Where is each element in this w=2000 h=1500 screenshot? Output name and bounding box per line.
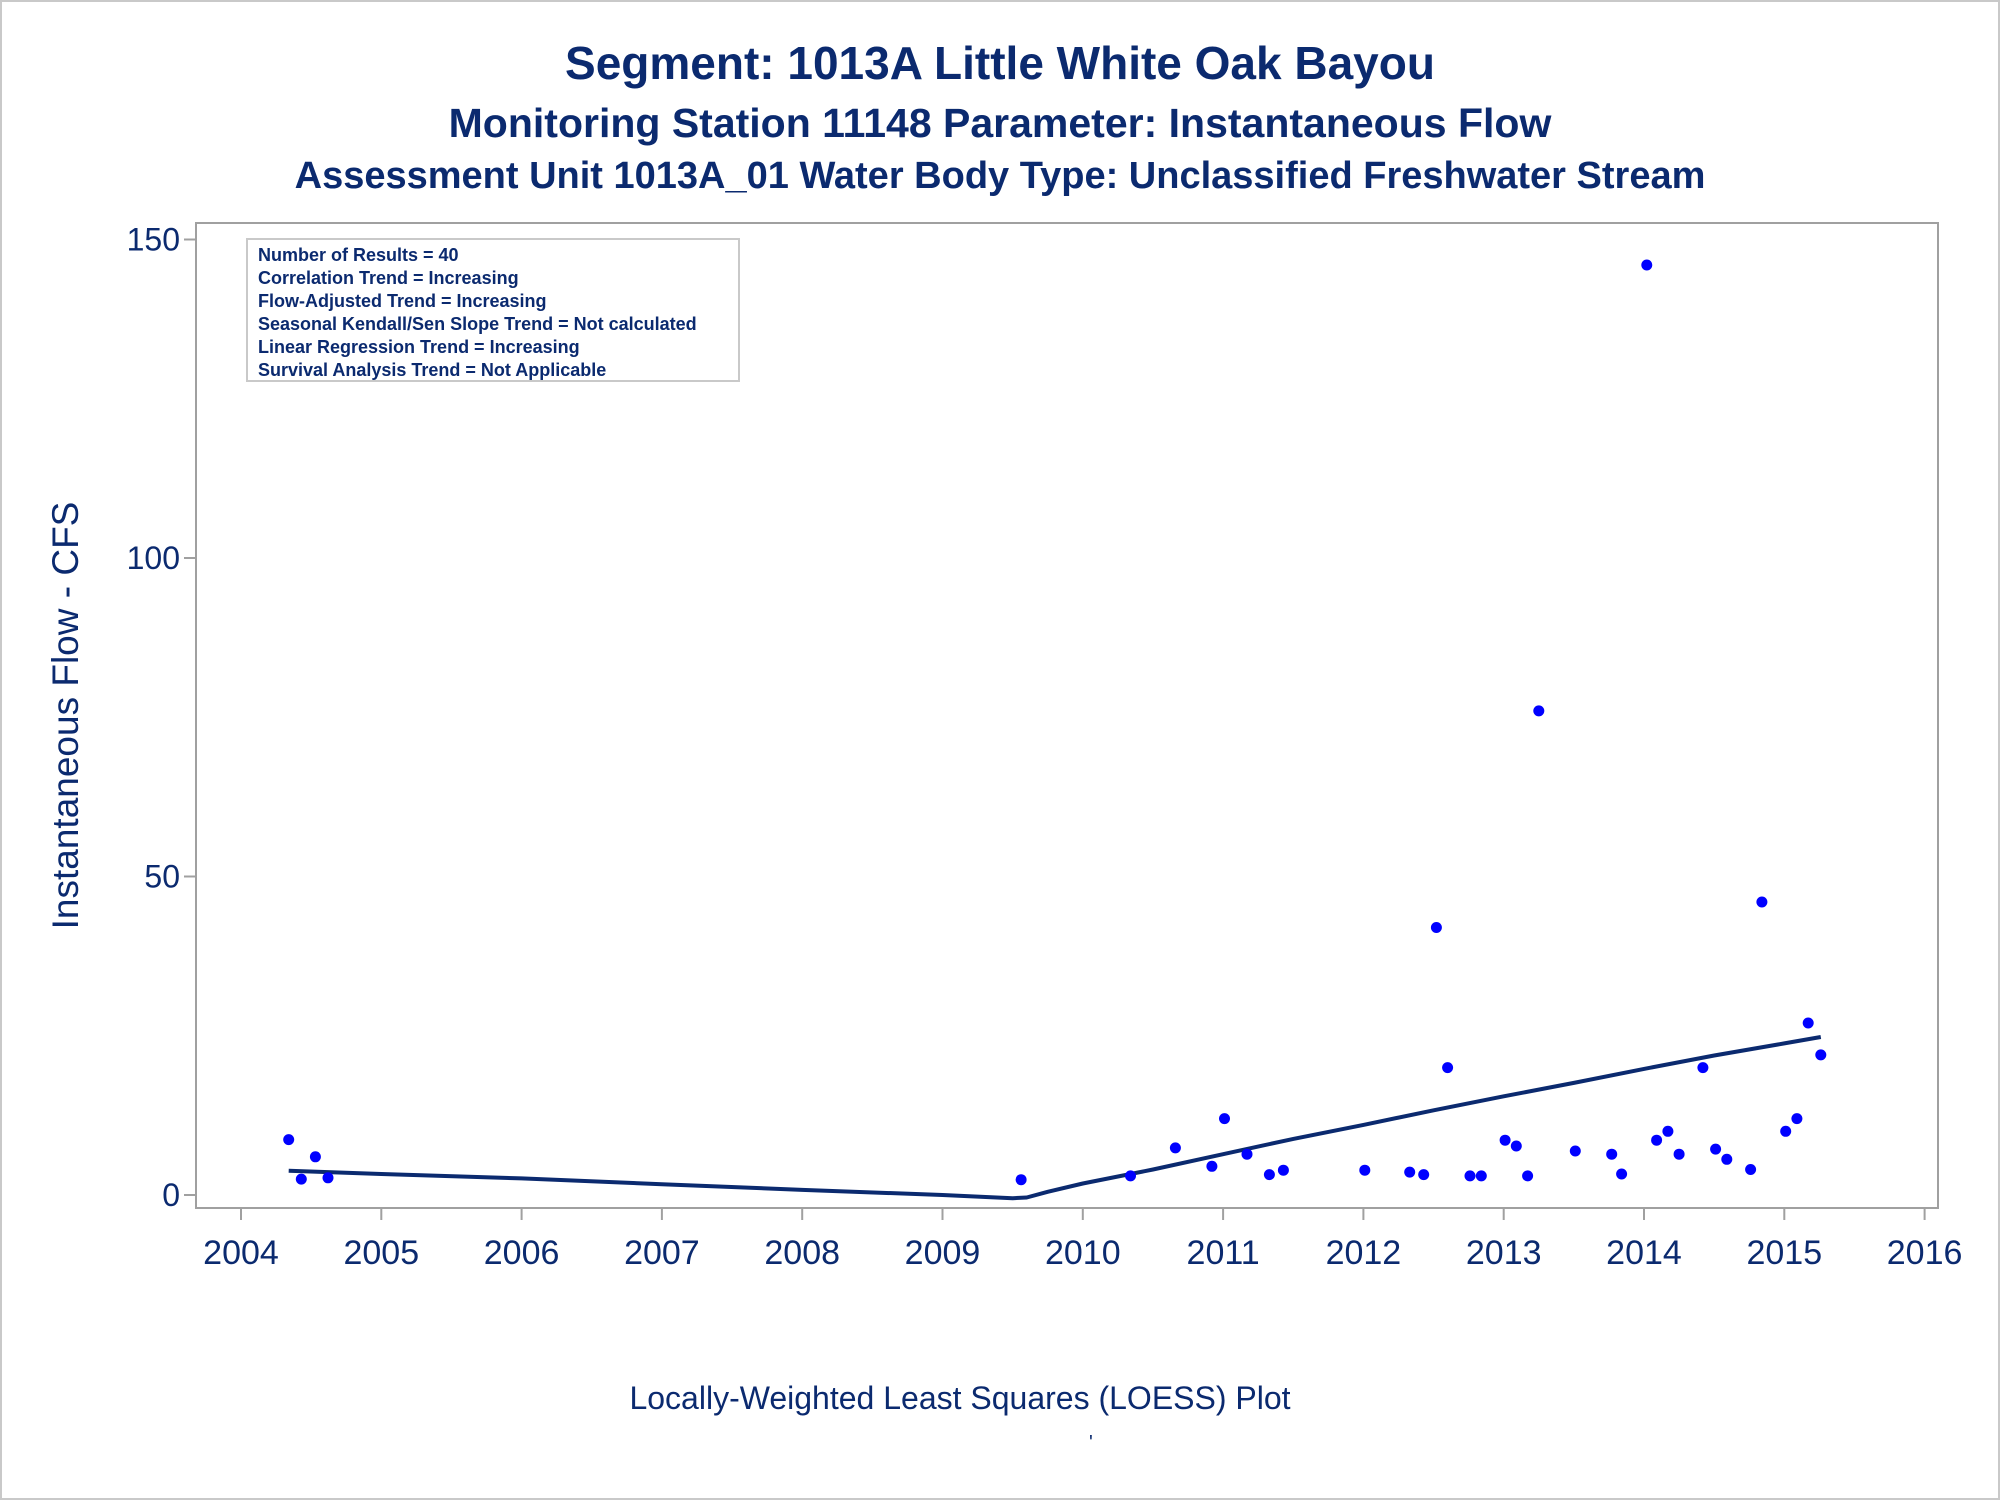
data-point [1464, 1170, 1476, 1182]
chart-subtitle: Monitoring Station 11148 Parameter: Inst… [448, 100, 1552, 146]
data-point [1015, 1174, 1027, 1186]
data-point [1169, 1142, 1181, 1154]
data-point [1206, 1160, 1218, 1172]
chart-subtitle-2: Assessment Unit 1013A_01 Water Body Type… [294, 155, 1706, 197]
data-point [1533, 705, 1545, 717]
data-point [1263, 1169, 1275, 1181]
summary-line-results: Number of Results = 40 [258, 245, 459, 265]
x-tick-label: 2013 [1466, 1234, 1542, 1272]
trend-summary-box: Number of Results = 40 Correlation Trend… [246, 238, 740, 382]
data-point [1710, 1143, 1722, 1155]
data-point [1802, 1017, 1814, 1029]
y-tick-label: 0 [162, 1177, 180, 1213]
x-tick-label: 2006 [484, 1234, 560, 1272]
data-point [1662, 1125, 1674, 1137]
y-axis-label: Instantaneous Flow - CFS [45, 502, 86, 930]
data-point [295, 1173, 307, 1185]
data-point [1641, 259, 1653, 271]
x-tick-label: 2015 [1746, 1234, 1822, 1272]
data-point [1442, 1062, 1454, 1074]
data-point [1673, 1148, 1685, 1160]
x-tick-label: 2012 [1326, 1234, 1402, 1272]
data-point [1277, 1164, 1289, 1176]
data-point [309, 1151, 321, 1163]
summary-line-seasonal-kendall: Seasonal Kendall/Sen Slope Trend = Not c… [258, 314, 697, 334]
data-point [1606, 1148, 1618, 1160]
data-point [1475, 1170, 1487, 1182]
data-point [1125, 1170, 1136, 1182]
x-tick-label: 2008 [764, 1234, 840, 1272]
summary-line-survival: Survival Analysis Trend = Not Applicable [258, 360, 607, 380]
data-point [322, 1172, 334, 1184]
data-point [283, 1134, 295, 1146]
loess-line [288, 1035, 1822, 1201]
data-point [1359, 1164, 1371, 1176]
summary-line-correlation: Correlation Trend = Increasing [258, 268, 519, 288]
data-point [1522, 1170, 1534, 1182]
data-point [1241, 1148, 1253, 1160]
x-tick-label: 2011 [1187, 1234, 1260, 1272]
data-point [1651, 1134, 1663, 1146]
x-tick-label: 2014 [1606, 1234, 1682, 1272]
y-tick-label: 150 [127, 222, 180, 258]
data-point [1697, 1062, 1709, 1074]
summary-line-linear-regression: Linear Regression Trend = Increasing [258, 337, 580, 357]
footer-caption: Locally-Weighted Least Squares (LOESS) P… [629, 1380, 1291, 1416]
y-tick-label: 50 [144, 859, 180, 895]
data-point [1721, 1153, 1733, 1165]
data-point [1745, 1164, 1757, 1175]
data-point [1815, 1049, 1827, 1061]
x-tick-label: 2016 [1887, 1234, 1963, 1272]
x-tick-label: 2004 [203, 1234, 279, 1272]
x-tick-label: 2007 [624, 1234, 700, 1272]
x-tick-label: 2010 [1045, 1234, 1121, 1272]
data-point [1219, 1113, 1230, 1125]
y-tick-label: 100 [127, 540, 180, 576]
footer-mark: ' [1089, 1432, 1093, 1454]
x-tick-label: 2009 [905, 1234, 981, 1272]
data-point [1430, 922, 1442, 933]
data-point [1418, 1169, 1430, 1181]
plot-area [195, 222, 1939, 1209]
data-point [1756, 896, 1768, 908]
chart-title: Segment: 1013A Little White Oak Bayou [565, 37, 1435, 89]
data-point [1616, 1168, 1628, 1180]
data-point [1780, 1125, 1792, 1137]
data-point [1404, 1166, 1416, 1178]
data-point [1510, 1140, 1522, 1152]
x-tick-label: 2005 [343, 1234, 419, 1272]
data-point [1569, 1145, 1581, 1157]
summary-line-flow-adjusted: Flow-Adjusted Trend = Increasing [258, 291, 547, 311]
data-point [1791, 1113, 1803, 1125]
data-point [1499, 1134, 1511, 1146]
